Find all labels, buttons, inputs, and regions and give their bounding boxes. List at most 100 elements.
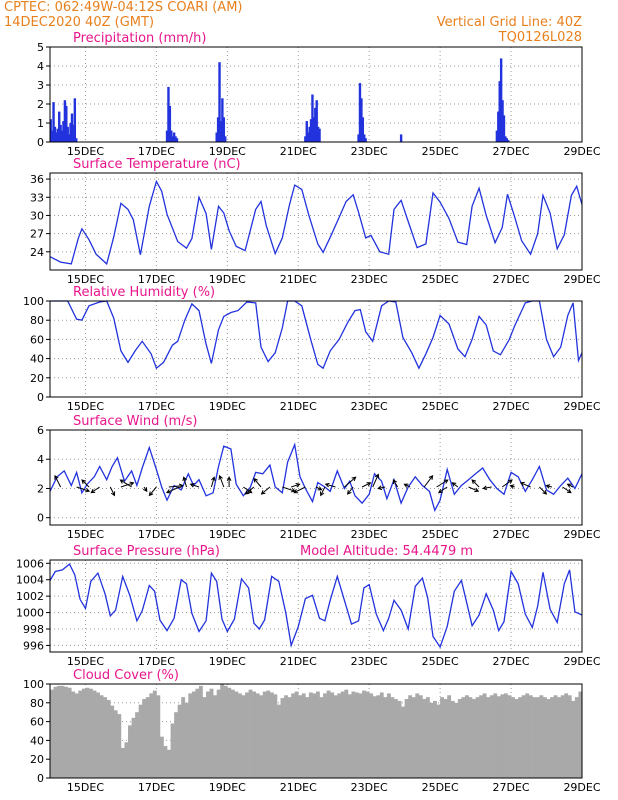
cloud-cover-bar — [514, 699, 519, 778]
cloud-cover-bar — [507, 695, 512, 778]
wind-wind-arrow — [253, 477, 262, 488]
wind-wind-arrow — [293, 486, 306, 494]
cloud-cover-bar — [532, 697, 537, 778]
wind-wind-arrow — [244, 486, 255, 495]
precipitation-bar — [171, 136, 174, 142]
humidity-y-tick-label: 20 — [30, 372, 44, 385]
cloud-cover-bar — [425, 697, 430, 778]
cloud-cover-bar — [163, 746, 168, 778]
wind-wind-arrow — [361, 482, 372, 488]
cloud-cover-y-tick-label: 60 — [30, 716, 44, 729]
humidity-y-tick-label: 100 — [23, 295, 44, 308]
temperature-series-line — [49, 179, 583, 266]
humidity-x-tick-label: 15DEC — [67, 400, 104, 413]
cloud-cover-bar — [284, 695, 288, 778]
cloud-cover-bar — [496, 696, 501, 778]
precipitation-bar — [63, 100, 67, 142]
temperature-panel: Surface Temperature (nC) 15DEC 17DEC 19DEC 2… — [30, 157, 601, 286]
precipitation-bar — [312, 117, 316, 142]
precipitation-bar — [304, 136, 307, 142]
wind-title: Surface Wind (m/s) — [73, 414, 197, 429]
precipitation-y-tick-label: 2 — [37, 98, 44, 111]
cloud-cover-bar — [96, 692, 100, 778]
cloud-cover-bar — [191, 691, 196, 778]
precipitation-bar — [50, 130, 54, 142]
cloud-cover-bar — [99, 695, 104, 778]
header-grid-line: Vertical Grid Line: 40Z — [437, 15, 582, 30]
cloud-cover-bar — [323, 693, 327, 778]
cloud-cover-bar — [142, 699, 147, 778]
cloud-cover-bar — [195, 688, 200, 778]
humidity-x-tick-label: 29DEC — [563, 400, 600, 413]
wind-wind-arrow — [291, 483, 301, 488]
cloud-cover-bar — [550, 697, 554, 778]
precipitation-bar — [219, 121, 223, 142]
cloud-cover-bar — [128, 725, 132, 778]
cloud-cover-bar — [74, 693, 79, 778]
cloud-cover-bar — [174, 712, 178, 778]
wind-wind-arrow — [377, 485, 386, 491]
pressure-y-tick-label: 1006 — [16, 557, 44, 570]
pressure-series-line — [49, 563, 583, 649]
humidity-x-tick-label: 17DEC — [138, 400, 175, 413]
precipitation-bar — [498, 81, 501, 142]
precipitation-bar — [501, 100, 504, 142]
cloud-cover-bar — [578, 691, 583, 778]
cloud-cover-bar — [535, 697, 540, 778]
precipitation-bar — [399, 134, 403, 142]
precipitation-bar — [175, 138, 179, 142]
pressure-x-tick-label: 19DEC — [209, 655, 246, 668]
cloud-cover-x-tick-label: 23DEC — [351, 781, 388, 794]
header-station: CPTEC: 062:49W-04:12S COARI (AM) — [4, 0, 243, 15]
pressure-annotation: Model Altitude: 54.4479 m — [300, 544, 473, 559]
cloud-cover-bar — [358, 693, 363, 778]
cloud-cover-bar — [351, 691, 356, 778]
cloud-cover-bar — [159, 736, 164, 778]
cloud-cover-x-tick-label: 27DEC — [493, 781, 530, 794]
cloud-cover-bar — [528, 695, 533, 778]
precipitation-bar — [56, 128, 60, 142]
cloud-cover-bar — [227, 687, 232, 778]
cloud-cover-bar — [344, 689, 349, 778]
cloud-cover-bar — [326, 690, 331, 778]
pressure-y-tick-label: 998 — [23, 623, 44, 636]
precipitation-bar — [172, 132, 176, 142]
precipitation-bar — [305, 121, 308, 142]
temperature-x-tick-label: 19DEC — [209, 273, 246, 286]
cloud-cover-bar — [237, 693, 242, 778]
cloud-cover-bar — [333, 695, 338, 778]
precipitation-bar — [357, 134, 360, 142]
cloud-cover-bar — [347, 694, 352, 778]
precipitation-bar — [315, 100, 318, 142]
wind-wind-arrow — [120, 481, 135, 488]
cloud-cover-bar — [464, 695, 469, 778]
cloud-cover-bar — [213, 695, 217, 778]
wind-wind-arrow — [260, 486, 271, 495]
cloud-cover-bar — [525, 693, 530, 778]
cloud-cover-bar — [394, 699, 398, 778]
cloud-cover-bar — [429, 702, 434, 778]
cloud-cover-bar — [482, 693, 487, 778]
cloud-cover-bar — [50, 689, 54, 778]
cloud-cover-bar — [489, 695, 494, 778]
humidity-x-tick-label: 19DEC — [209, 400, 246, 413]
cloud-cover-bar — [216, 689, 221, 778]
precipitation-bar — [314, 107, 317, 142]
precipitation-y-tick-label: 5 — [37, 41, 44, 54]
wind-wind-arrow — [346, 486, 354, 495]
precipitation-bar — [53, 126, 57, 142]
precipitation-bar — [505, 138, 509, 142]
temperature-frame — [49, 172, 583, 271]
temperature-x-tick-label: 23DEC — [351, 273, 388, 286]
cloud-cover-bar — [298, 695, 303, 778]
precipitation-frame — [49, 46, 583, 143]
cloud-cover-bar — [401, 706, 405, 778]
precipitation-bar — [73, 98, 77, 142]
cloud-cover-bar — [71, 691, 76, 778]
cloud-cover-bar — [167, 749, 171, 778]
pressure-y-tick-label: 1000 — [16, 607, 44, 620]
precipitation-bar — [216, 117, 220, 142]
wind-wind-arrow — [76, 486, 91, 493]
temperature-y-tick-label: 30 — [30, 209, 44, 222]
